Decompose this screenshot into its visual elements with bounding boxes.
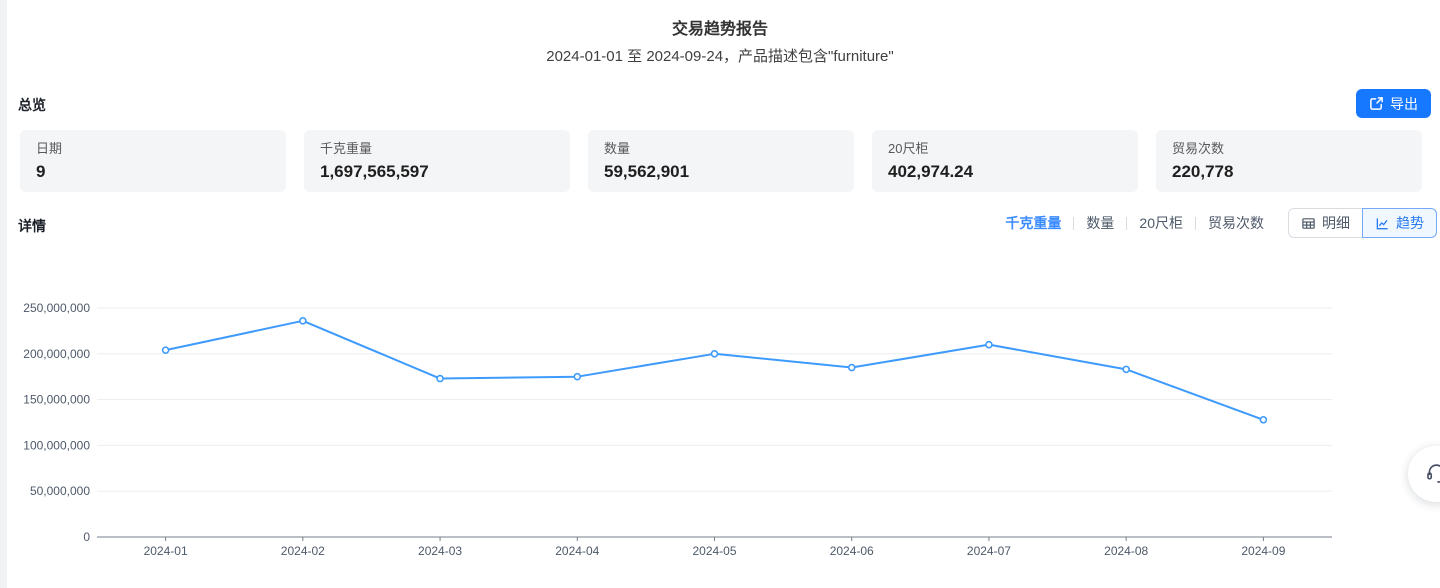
stat-card-label: 日期 — [36, 141, 63, 156]
page-subtitle: 2024-01-01 至 2024-09-24，产品描述包含"furniture… — [546, 48, 894, 65]
stat-card-label: 20尺柜 — [888, 141, 929, 156]
data-point[interactable] — [161, 346, 170, 354]
details-controls: 千克重量 数量 20尺柜 贸易次数 明细 — [1005, 208, 1437, 238]
stat-card-trade-count: 贸易次数 220,778 — [1156, 130, 1422, 192]
trend-chart[interactable]: 0 50,000,000 100,000,000 150,000,000 200,000… — [0, 280, 1440, 580]
x-axis-label: 2024-09 — [1241, 544, 1285, 558]
data-point[interactable] — [710, 350, 719, 358]
trend-line — [164, 319, 1265, 421]
headset-icon — [1425, 461, 1440, 487]
x-axis-label: 2024-02 — [281, 544, 325, 558]
trend-view-button[interactable]: 趋势 — [1362, 208, 1437, 238]
export-button-label: 导出 — [1390, 95, 1418, 112]
stat-card-value: 220,778 — [1172, 162, 1234, 181]
page-left-gutter — [0, 0, 7, 588]
tab-separator — [1126, 216, 1128, 230]
stat-card-value: 9 — [36, 162, 46, 181]
stat-card-20ft-container: 20尺柜 402,974.24 — [872, 130, 1138, 192]
page-title: 交易趋势报告 — [671, 21, 768, 38]
data-point[interactable] — [1259, 415, 1268, 424]
detail-view-button[interactable]: 明细 — [1288, 208, 1363, 238]
stat-card-value: 59,562,901 — [604, 162, 690, 181]
metric-tabs: 千克重量 数量 20尺柜 贸易次数 — [1005, 213, 1264, 233]
overview-heading: 总览 — [18, 97, 46, 113]
stat-card-label: 贸易次数 — [1172, 141, 1225, 156]
y-axis-label: 250,000,000 — [23, 301, 90, 315]
export-icon — [1369, 96, 1384, 111]
y-axis-label: 100,000,000 — [23, 438, 90, 452]
x-axis-label: 2024-08 — [1104, 544, 1148, 558]
data-point[interactable] — [573, 372, 582, 381]
y-axis-label: 50,000,000 — [30, 484, 90, 498]
x-axis-label: 2024-05 — [692, 544, 736, 558]
metric-tab-trade-count[interactable]: 贸易次数 — [1208, 215, 1264, 231]
trend-chart-svg[interactable]: 0 50,000,000 100,000,000 150,000,000 200,000… — [0, 280, 1440, 580]
export-button[interactable]: 导出 — [1356, 89, 1431, 118]
stat-card-label: 数量 — [604, 141, 631, 156]
x-axis-label: 2024-06 — [830, 544, 874, 558]
data-point[interactable] — [847, 363, 856, 372]
trend-icon — [1375, 216, 1390, 231]
metric-tab-quantity[interactable]: 数量 — [1086, 215, 1115, 231]
stat-card-label: 千克重量 — [320, 141, 373, 156]
stat-card-value: 402,974.24 — [888, 162, 974, 181]
y-axis-label: 200,000,000 — [23, 347, 90, 361]
trend-view-label: 趋势 — [1396, 215, 1424, 231]
x-axis-label: 2024-04 — [555, 544, 599, 558]
detail-view-label: 明细 — [1322, 215, 1350, 231]
metric-tab-20ft-container[interactable]: 20尺柜 — [1139, 215, 1183, 231]
details-heading: 详情 — [18, 218, 46, 234]
y-axis-label: 0 — [83, 530, 90, 544]
stat-card-quantity: 数量 59,562,901 — [588, 130, 854, 192]
table-icon — [1301, 216, 1316, 231]
data-point[interactable] — [1122, 365, 1130, 374]
stat-card-date: 日期 9 — [20, 130, 286, 192]
x-axis-label: 2024-03 — [418, 544, 462, 558]
data-point[interactable] — [985, 340, 993, 349]
x-axis-label: 2024-01 — [144, 544, 188, 558]
x-axis-label: 2024-07 — [967, 544, 1011, 558]
data-point[interactable] — [299, 317, 307, 325]
stat-card-value: 1,697,565,597 — [320, 162, 429, 181]
metric-tab-kg-weight[interactable]: 千克重量 — [1005, 215, 1062, 231]
tab-separator — [1195, 216, 1196, 230]
y-axis-label: 150,000,000 — [23, 393, 90, 407]
overview-cards: 日期 9 千克重量 1,697,565,597 数量 59,562,901 20… — [20, 130, 1422, 192]
tab-separator — [1073, 216, 1075, 230]
view-toggle-group: 明细 趋势 — [1288, 208, 1437, 238]
data-point[interactable] — [436, 374, 444, 383]
stat-card-kg-weight: 千克重量 1,697,565,597 — [304, 130, 570, 192]
